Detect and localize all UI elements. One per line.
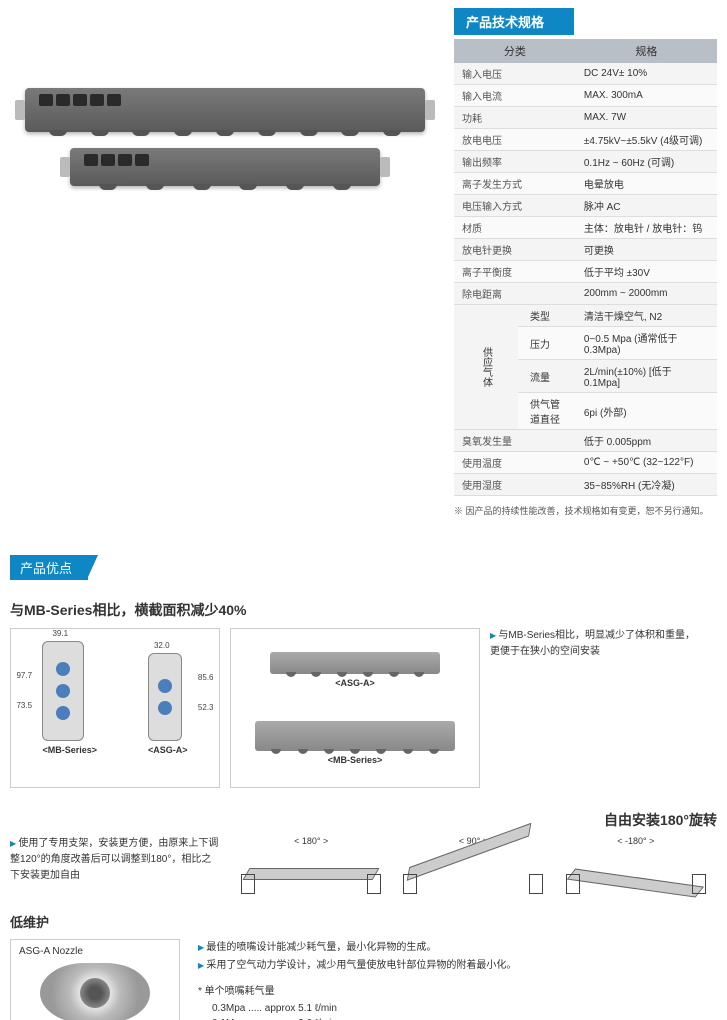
spec-label: 放电针更换 bbox=[454, 239, 576, 261]
spec-value: MAX. 300mA bbox=[576, 85, 717, 107]
caption-mb: <MB-Series> bbox=[42, 745, 97, 755]
spec-value: 35~85%RH (无冷凝) bbox=[576, 474, 717, 496]
spec-col-value: 规格 bbox=[576, 39, 717, 63]
spec-label: 离子发生方式 bbox=[454, 173, 576, 195]
rot-label-2: < -180° > bbox=[617, 836, 654, 846]
spec-value: 2L/min(±10%) [低于 0.1Mpa] bbox=[576, 360, 717, 393]
feature1-title: 与MB-Series相比，横截面积减少40% bbox=[10, 600, 717, 620]
spec-table: 分类规格 输入电压DC 24V± 10%输入电流MAX. 300mA功耗MAX.… bbox=[454, 39, 717, 496]
spec-col-category: 分类 bbox=[454, 39, 576, 63]
rotation-figures: < 180° > < 90° > < -180° > bbox=[230, 836, 717, 902]
spec-value: 200mm ~ 2000mm bbox=[576, 283, 717, 305]
spec-label: 输入电压 bbox=[454, 63, 576, 85]
spec-label: 输出频率 bbox=[454, 151, 576, 173]
spec-note: ※ 因产品的持续性能改善，技术规格如有变更，恕不另行通知。 bbox=[454, 504, 717, 517]
nozzle-box: ASG-A Nozzle bbox=[10, 939, 180, 1020]
spec-value: 主体：放电针 / 放电针：钨 bbox=[576, 217, 717, 239]
caption-asg: <ASG-A> bbox=[148, 745, 188, 755]
spec-header: 产品技术规格 bbox=[454, 8, 574, 35]
spec-value: 脉冲 AC bbox=[576, 195, 717, 217]
spec-value: DC 24V± 10% bbox=[576, 63, 717, 85]
spec-value: 低于平均 ±30V bbox=[576, 261, 717, 283]
spec-value: 6pi (外部) bbox=[576, 393, 717, 430]
feature1-description: 与MB-Series相比，明显减少了体积和重量， 更便于在狭小的空间安装 bbox=[490, 628, 717, 660]
dim-asg-width: 32.0 bbox=[154, 641, 170, 650]
spec-value: 电晕放电 bbox=[576, 173, 717, 195]
spec-label: 使用湿度 bbox=[454, 474, 576, 496]
spec-label: 流量 bbox=[518, 360, 576, 393]
spec-label: 功耗 bbox=[454, 107, 576, 129]
dim-asg-height: 85.6 bbox=[198, 673, 214, 682]
nozzle-box-title: ASG-A Nozzle bbox=[19, 946, 171, 957]
lm-sub-title: * 单个喷嘴耗气量 bbox=[198, 983, 516, 1001]
spec-label: 压力 bbox=[518, 327, 576, 360]
spec-label: 离子平衡度 bbox=[454, 261, 576, 283]
low-maintenance-title: 低维护 bbox=[10, 912, 717, 931]
rot-label-0: < 180° > bbox=[294, 836, 328, 846]
lm-bullet-1: 最佳的喷嘴设计能减少耗气量，最小化异物的生成。 bbox=[198, 939, 516, 957]
product-image-area bbox=[10, 8, 440, 517]
bar-caption-mb: <MB-Series> bbox=[255, 755, 455, 765]
spec-value: 清洁干燥空气, N2 bbox=[576, 305, 717, 327]
spec-label: 使用温度 bbox=[454, 452, 576, 474]
spec-value: 0.1Hz ~ 60Hz (可调) bbox=[576, 151, 717, 173]
dim-mb-width: 39.1 bbox=[52, 629, 68, 638]
spec-value: 0℃ ~ +50℃ (32~122°F) bbox=[576, 452, 717, 474]
spec-value: MAX. 7W bbox=[576, 107, 717, 129]
spec-label: 供气管道直径 bbox=[518, 393, 576, 430]
dim-mb-height2: 73.5 bbox=[16, 701, 32, 710]
spec-label: 输入电流 bbox=[454, 85, 576, 107]
lm-bullet-2: 采用了空气动力学设计，减少用气量使放电针部位异物的附着最小化。 bbox=[198, 957, 516, 975]
dim-asg-height2: 52.3 bbox=[198, 703, 214, 712]
lm-val-2: 0.1Mpa ..... approx 2.0 ℓ/min bbox=[212, 1016, 516, 1020]
spec-value: 低于 0.005ppm bbox=[576, 430, 717, 452]
rotation-description: 使用了专用支架，安装更方便，由原来上下调整120°的角度改善后可以调整到180°… bbox=[10, 836, 220, 902]
spec-label: 电压输入方式 bbox=[454, 195, 576, 217]
lm-val-1: 0.3Mpa ..... approx 5.1 ℓ/min bbox=[212, 1001, 516, 1016]
spec-label: 放电电压 bbox=[454, 129, 576, 151]
bar-caption-asg: <ASG-A> bbox=[270, 678, 440, 688]
dimension-compare-box: 39.1 97.7 73.5 <MB-Series> 32.0 85.6 52.… bbox=[10, 628, 220, 788]
nozzle-illustration bbox=[40, 963, 150, 1020]
dim-mb-height: 97.7 bbox=[16, 671, 32, 680]
low-maintenance-text: 最佳的喷嘴设计能减少耗气量，最小化异物的生成。 采用了空气动力学设计，减少用气量… bbox=[198, 939, 516, 1020]
spec-label: 材质 bbox=[454, 217, 576, 239]
spec-value: 可更换 bbox=[576, 239, 717, 261]
spec-label: 臭氧发生量 bbox=[454, 430, 576, 452]
advantages-header: 产品优点 bbox=[10, 555, 88, 580]
spec-label: 除电距离 bbox=[454, 283, 576, 305]
spec-label: 类型 bbox=[518, 305, 576, 327]
product-bar-long bbox=[25, 88, 425, 132]
supply-group-label: 供应气体 bbox=[454, 305, 518, 430]
rotation-title: 自由安装180°旋转 bbox=[10, 810, 717, 830]
spec-value: 0~0.5 Mpa (通常低于 0.3Mpa) bbox=[576, 327, 717, 360]
bar-compare-box: <ASG-A> <MB-Series> bbox=[230, 628, 480, 788]
product-bar-short bbox=[70, 148, 380, 186]
spec-panel: 产品技术规格 分类规格 输入电压DC 24V± 10%输入电流MAX. 300m… bbox=[454, 8, 717, 517]
spec-value: ±4.75kV~±5.5kV (4级可调) bbox=[576, 129, 717, 151]
